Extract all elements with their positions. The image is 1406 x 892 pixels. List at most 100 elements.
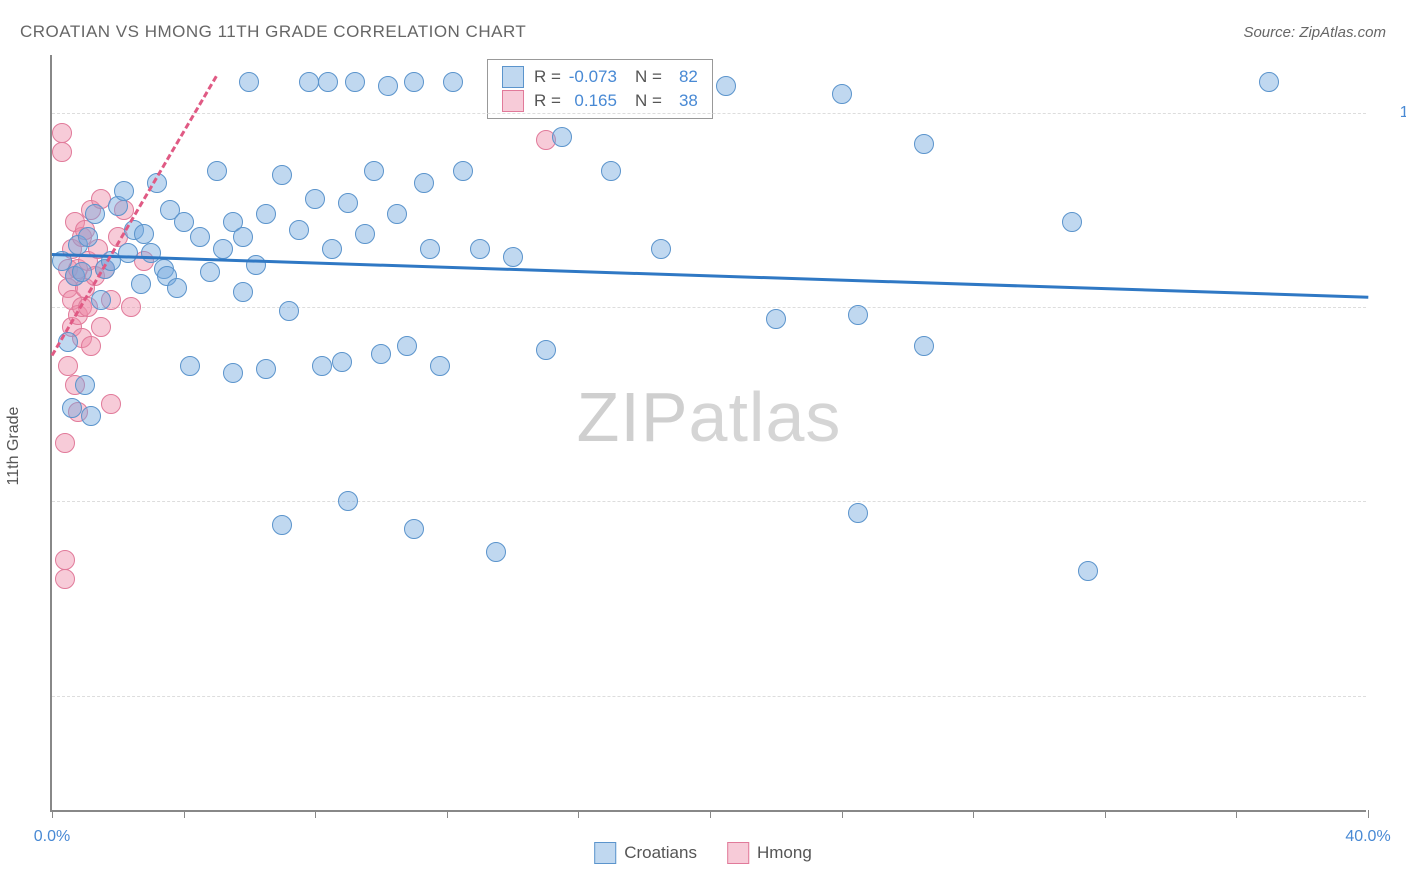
y-tick-label: 85.0% bbox=[1374, 687, 1406, 705]
x-tick bbox=[447, 810, 448, 818]
n-label: N = bbox=[635, 91, 662, 111]
croatians-r-value: -0.073 bbox=[567, 67, 617, 87]
data-point bbox=[121, 297, 141, 317]
data-point bbox=[131, 274, 151, 294]
data-point bbox=[246, 255, 266, 275]
data-point bbox=[289, 220, 309, 240]
data-point bbox=[486, 542, 506, 562]
data-point bbox=[651, 239, 671, 259]
data-point bbox=[387, 204, 407, 224]
data-point bbox=[207, 161, 227, 181]
croatians-swatch-icon bbox=[594, 842, 616, 864]
legend-item-hmong: Hmong bbox=[727, 842, 812, 864]
data-point bbox=[305, 189, 325, 209]
x-tick bbox=[184, 810, 185, 818]
data-point bbox=[167, 278, 187, 298]
stats-row-hmong: R = 0.165 N = 38 bbox=[502, 90, 698, 112]
data-point bbox=[355, 224, 375, 244]
x-tick bbox=[315, 810, 316, 818]
watermark-atlas: atlas bbox=[689, 378, 842, 456]
data-point bbox=[848, 305, 868, 325]
data-point bbox=[81, 406, 101, 426]
data-point bbox=[134, 224, 154, 244]
data-point bbox=[536, 340, 556, 360]
watermark: ZIPatlas bbox=[577, 377, 842, 457]
y-tick-label: 95.0% bbox=[1374, 298, 1406, 316]
data-point bbox=[101, 394, 121, 414]
gridline bbox=[52, 501, 1366, 502]
data-point bbox=[58, 356, 78, 376]
hmong-n-value: 38 bbox=[668, 91, 698, 111]
y-tick-label: 100.0% bbox=[1374, 104, 1406, 122]
data-point bbox=[233, 227, 253, 247]
data-point bbox=[832, 84, 852, 104]
x-tick bbox=[1236, 810, 1237, 818]
data-point bbox=[503, 247, 523, 267]
r-label: R = bbox=[534, 67, 561, 87]
chart-title: CROATIAN VS HMONG 11TH GRADE CORRELATION… bbox=[20, 22, 526, 42]
data-point bbox=[338, 193, 358, 213]
data-point bbox=[256, 204, 276, 224]
data-point bbox=[716, 76, 736, 96]
data-point bbox=[914, 134, 934, 154]
x-tick bbox=[973, 810, 974, 818]
data-point bbox=[318, 72, 338, 92]
y-tick-label: 90.0% bbox=[1374, 492, 1406, 510]
croatians-n-value: 82 bbox=[668, 67, 698, 87]
data-point bbox=[914, 336, 934, 356]
source-label: Source: ZipAtlas.com bbox=[1243, 24, 1386, 41]
data-point bbox=[55, 550, 75, 570]
data-point bbox=[470, 239, 490, 259]
data-point bbox=[55, 433, 75, 453]
data-point bbox=[364, 161, 384, 181]
legend-label-croatians: Croatians bbox=[624, 843, 697, 863]
gridline bbox=[52, 307, 1366, 308]
data-point bbox=[420, 239, 440, 259]
data-point bbox=[345, 72, 365, 92]
data-point bbox=[404, 72, 424, 92]
data-point bbox=[1078, 561, 1098, 581]
data-point bbox=[552, 127, 572, 147]
data-point bbox=[85, 204, 105, 224]
data-point bbox=[52, 142, 72, 162]
legend-item-croatians: Croatians bbox=[594, 842, 697, 864]
data-point bbox=[256, 359, 276, 379]
data-point bbox=[848, 503, 868, 523]
data-point bbox=[118, 243, 138, 263]
x-tick-label: 0.0% bbox=[34, 828, 70, 846]
data-point bbox=[378, 76, 398, 96]
data-point bbox=[55, 569, 75, 589]
data-point bbox=[766, 309, 786, 329]
data-point bbox=[91, 290, 111, 310]
stats-legend: R = -0.073 N = 82 R = 0.165 N = 38 bbox=[487, 59, 713, 119]
data-point bbox=[1259, 72, 1279, 92]
gridline bbox=[52, 113, 1366, 114]
data-point bbox=[72, 262, 92, 282]
data-point bbox=[453, 161, 473, 181]
data-point bbox=[312, 356, 332, 376]
r-label: R = bbox=[534, 91, 561, 111]
stats-row-croatians: R = -0.073 N = 82 bbox=[502, 66, 698, 88]
data-point bbox=[81, 336, 101, 356]
croatians-swatch-icon bbox=[502, 66, 524, 88]
x-tick-label: 40.0% bbox=[1345, 828, 1390, 846]
data-point bbox=[180, 356, 200, 376]
data-point bbox=[91, 317, 111, 337]
data-point bbox=[430, 356, 450, 376]
data-point bbox=[239, 72, 259, 92]
data-point bbox=[299, 72, 319, 92]
data-point bbox=[75, 375, 95, 395]
y-axis-label: 11th Grade bbox=[5, 407, 23, 486]
data-point bbox=[223, 363, 243, 383]
n-label: N = bbox=[635, 67, 662, 87]
data-point bbox=[78, 227, 98, 247]
x-tick bbox=[52, 810, 53, 818]
data-point bbox=[443, 72, 463, 92]
data-point bbox=[200, 262, 220, 282]
x-tick bbox=[1368, 810, 1369, 818]
gridline bbox=[52, 696, 1366, 697]
data-point bbox=[52, 123, 72, 143]
chart-header: CROATIAN VS HMONG 11TH GRADE CORRELATION… bbox=[20, 22, 1386, 42]
data-point bbox=[190, 227, 210, 247]
x-tick bbox=[842, 810, 843, 818]
